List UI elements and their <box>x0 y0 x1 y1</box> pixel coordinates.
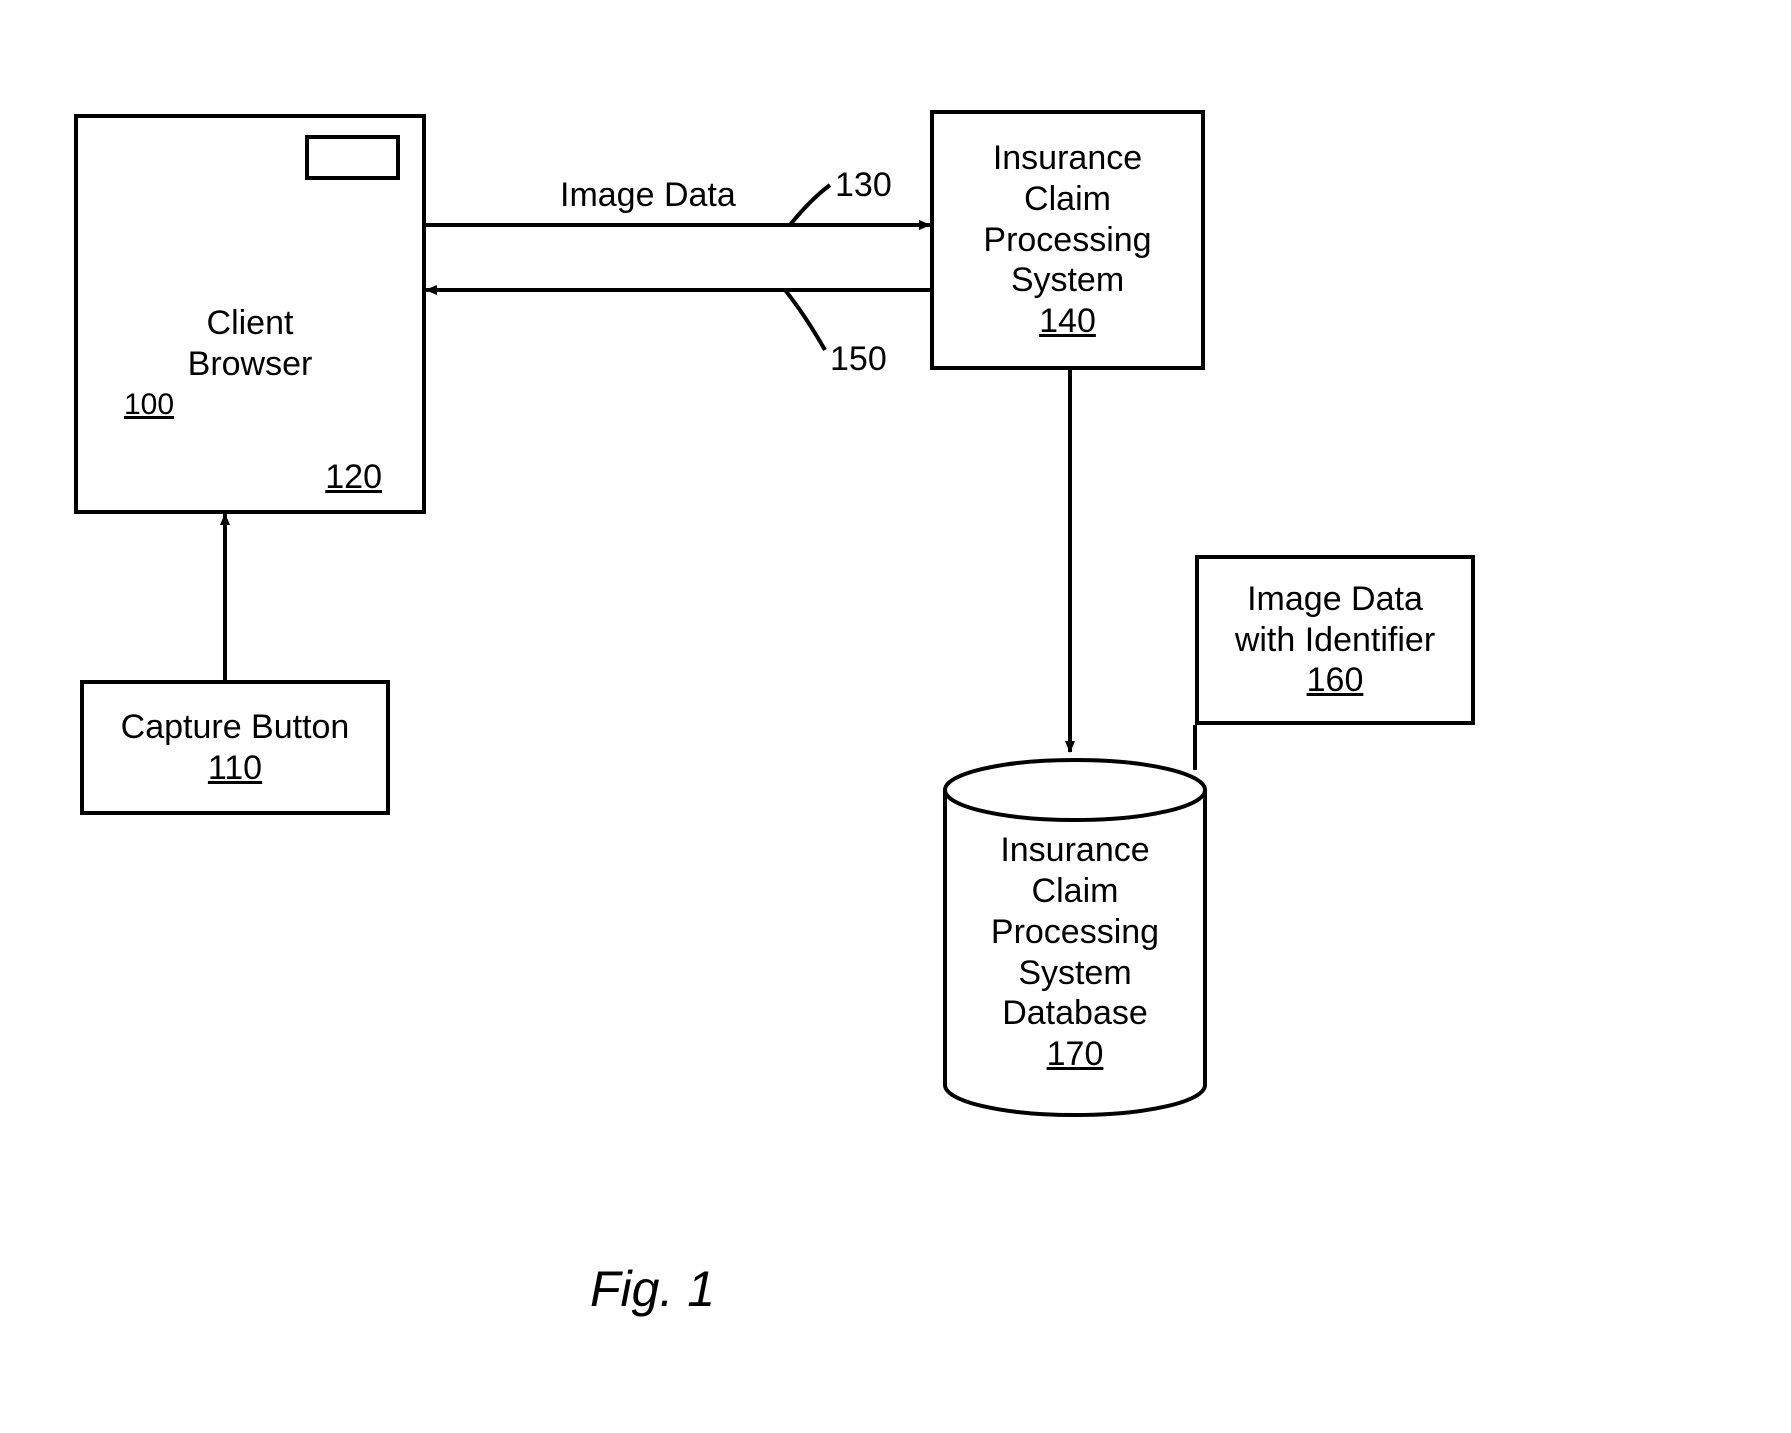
database-label-2: Claim <box>1032 871 1119 912</box>
figure-caption: Fig. 1 <box>590 1260 715 1318</box>
callout-ref-130: 130 <box>835 166 892 205</box>
image-data-identifier-ref: 160 <box>1307 660 1364 701</box>
image-data-identifier-node: Image Data with Identifier 160 <box>1195 555 1475 725</box>
capture-button-label: Capture Button <box>121 707 350 748</box>
capture-button-node: Capture Button 110 <box>80 680 390 815</box>
client-browser-ref: 120 <box>325 457 382 498</box>
insurance-system-node: Insurance Claim Processing System 140 <box>930 110 1205 370</box>
document-icon-ref: 100 <box>104 388 194 422</box>
edge-label-image-data: Image Data <box>560 176 736 215</box>
database-ref: 170 <box>1047 1034 1104 1075</box>
client-browser-label-2: Browser <box>188 344 313 385</box>
database-label-3: Processing <box>991 912 1159 953</box>
insurance-system-ref: 140 <box>1039 301 1096 342</box>
client-inner-small-box <box>305 135 400 180</box>
capture-button-ref: 110 <box>208 748 262 789</box>
database-label-5: Database <box>1002 993 1148 1034</box>
insurance-system-label-4: System <box>1011 260 1124 301</box>
insurance-system-label-2: Claim <box>1024 179 1111 220</box>
client-browser-label-1: Client <box>188 303 313 344</box>
image-data-identifier-label-2: with Identifier <box>1235 620 1435 661</box>
database-label-4: System <box>1018 953 1131 994</box>
database-node-text: Insurance Claim Processing System Databa… <box>945 790 1205 1115</box>
insurance-system-label-3: Processing <box>983 220 1151 261</box>
callout-ref-150: 150 <box>830 340 887 379</box>
diagram-canvas: Client Browser 120 100 Capture Button 11… <box>0 0 1791 1433</box>
insurance-system-label-1: Insurance <box>993 138 1142 179</box>
image-data-identifier-label-1: Image Data <box>1247 579 1423 620</box>
database-label-1: Insurance <box>1000 830 1149 871</box>
